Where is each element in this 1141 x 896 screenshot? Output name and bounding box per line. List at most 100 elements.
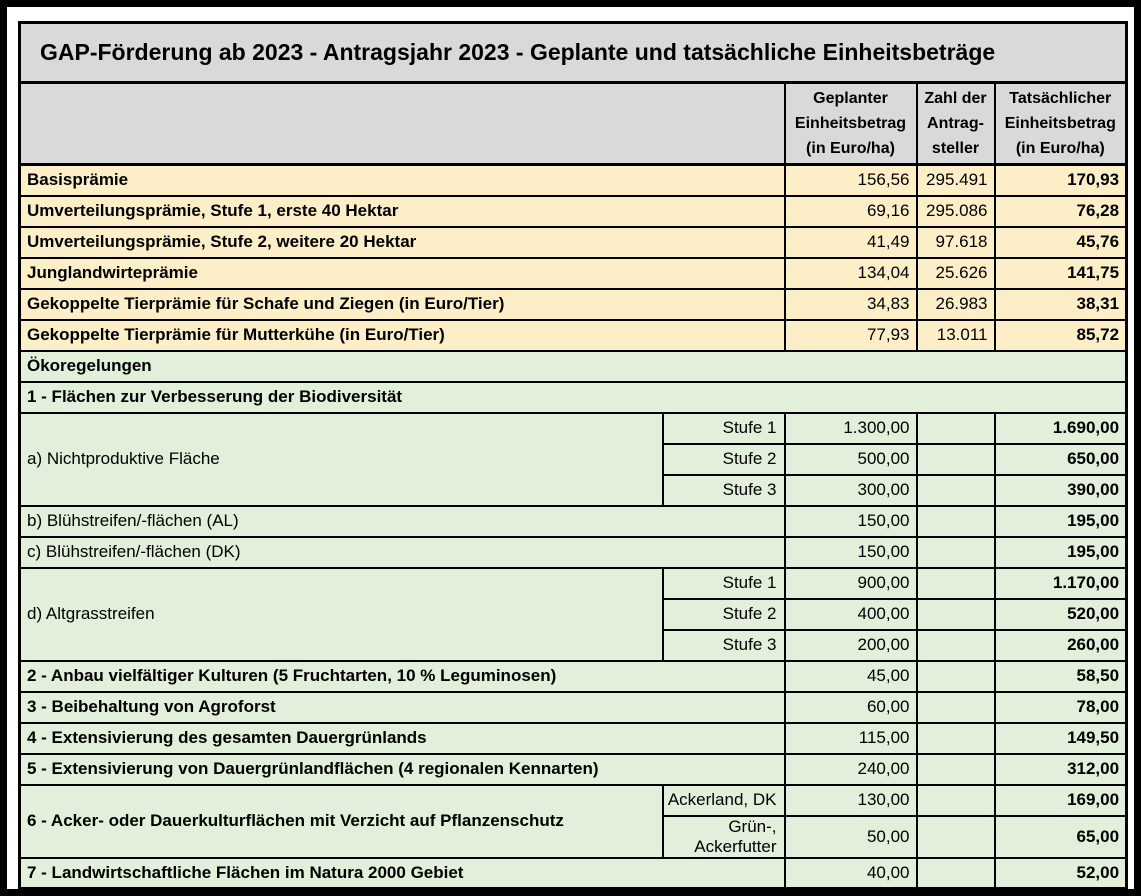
actual-value: 38,31 xyxy=(993,287,1128,321)
applicants-value: 295.086 xyxy=(915,194,996,228)
applicants-value-empty xyxy=(915,504,996,538)
table-row-nichtproduktiv-stufe1: a) Nichtproduktive Fläche Stufe 1 1.300,… xyxy=(18,411,1128,507)
table-row-item6-gruenfutter: Grün-, Ackerfutter 50,00 65,00 xyxy=(20,815,1128,859)
actual-value: 52,00 xyxy=(993,856,1128,890)
tier-sublabel: Stufe 1 xyxy=(662,566,786,600)
table-row-basispraemie: Basisprämie 156,56 295.491 170,93 xyxy=(18,163,1128,197)
table-row-nichtproduktiv-stufe2: Stufe 2 500,00 650,00 xyxy=(20,443,1128,476)
actual-value: 390,00 xyxy=(993,474,1128,507)
tier-sublabel: Stufe 3 xyxy=(662,629,786,662)
actual-value: 45,76 xyxy=(993,225,1128,259)
applicants-value-empty xyxy=(915,752,996,786)
planned-value: 40,00 xyxy=(783,856,918,890)
applicants-value-empty xyxy=(915,535,996,569)
planned-value: 150,00 xyxy=(783,535,918,569)
actual-value: 65,00 xyxy=(993,815,1128,859)
planned-value: 400,00 xyxy=(783,598,918,631)
planned-value: 60,00 xyxy=(783,690,918,724)
col-header-empty xyxy=(18,81,786,166)
planned-value: 240,00 xyxy=(783,752,918,786)
actual-value: 650,00 xyxy=(993,443,1128,476)
actual-value: 170,93 xyxy=(993,163,1128,197)
actual-value: 169,00 xyxy=(993,783,1128,817)
planned-value: 45,00 xyxy=(783,659,918,693)
table-row-junglandwirte: Junglandwirteprämie 134,04 25.626 141,75 xyxy=(18,256,1128,290)
col-header-actual: Tatsächlicher Einheitsbetrag (in Euro/ha… xyxy=(993,81,1128,166)
table-row-item5: 5 - Extensivierung von Dauergrünlandfläc… xyxy=(18,752,1128,786)
actual-value: 141,75 xyxy=(993,256,1128,290)
table-row-item3: 3 - Beibehaltung von Agroforst 60,00 78,… xyxy=(18,690,1128,724)
page-background: GAP-Förderung ab 2023 - Antragsjahr 2023… xyxy=(7,7,1134,890)
tier-sublabel: Stufe 2 xyxy=(662,598,786,631)
row-label: 2 - Anbau vielfältiger Kulturen (5 Fruch… xyxy=(18,659,786,693)
tier-sublabel: Stufe 2 xyxy=(662,443,786,476)
row-label: 4 - Extensivierung des gesamten Dauergrü… xyxy=(18,721,786,755)
table-row-bluehstreifen-dk: c) Blühstreifen/-flächen (DK) 150,00 195… xyxy=(18,535,1128,569)
row-label: c) Blühstreifen/-flächen (DK) xyxy=(18,535,786,569)
planned-value: 150,00 xyxy=(783,504,918,538)
row-label: Gekoppelte Tierprämie für Schafe und Zie… xyxy=(18,287,786,321)
row-label: 6 - Acker- oder Dauerkulturflächen mit V… xyxy=(18,783,664,859)
applicants-value-empty xyxy=(915,629,996,662)
planned-value: 50,00 xyxy=(783,815,918,859)
actual-value: 520,00 xyxy=(993,598,1128,631)
planned-value: 1.300,00 xyxy=(783,411,918,445)
variant-sublabel: Grün-, Ackerfutter xyxy=(662,815,786,859)
applicants-value-empty xyxy=(915,783,996,817)
col-header-applicants: Zahl der Antrag- steller xyxy=(915,81,996,166)
applicants-value: 25.626 xyxy=(915,256,996,290)
section-header-item1: 1 - Flächen zur Verbesserung der Biodive… xyxy=(18,380,1128,414)
section-title: Ökoregelungen xyxy=(18,349,1128,383)
planned-value: 77,93 xyxy=(783,318,918,352)
applicants-value-empty xyxy=(915,566,996,600)
table-row-item2: 2 - Anbau vielfältiger Kulturen (5 Fruch… xyxy=(18,659,1128,693)
applicants-value-empty xyxy=(915,474,996,507)
table-row-umverteilung-1: Umverteilungsprämie, Stufe 1, erste 40 H… xyxy=(18,194,1128,228)
row-label: 7 - Landwirtschaftliche Flächen im Natur… xyxy=(18,856,786,890)
actual-value: 85,72 xyxy=(993,318,1128,352)
applicants-value: 13.011 xyxy=(915,318,996,352)
table-row-tierpraemie-mutterkuehe: Gekoppelte Tierprämie für Mutterkühe (in… xyxy=(18,318,1128,352)
section-header-oekoregelungen: Ökoregelungen xyxy=(18,349,1128,383)
table-row-tierpraemie-schafe: Gekoppelte Tierprämie für Schafe und Zie… xyxy=(18,287,1128,321)
table-row-altgras-stufe1: d) Altgrasstreifen Stufe 1 900,00 1.170,… xyxy=(18,566,1128,662)
applicants-value-empty xyxy=(915,690,996,724)
table-row-nichtproduktiv-stufe3: Stufe 3 300,00 390,00 xyxy=(20,474,1128,507)
actual-value: 58,50 xyxy=(993,659,1128,693)
actual-value: 195,00 xyxy=(993,535,1128,569)
table-row-bluehstreifen-al: b) Blühstreifen/-flächen (AL) 150,00 195… xyxy=(18,504,1128,538)
row-label: 5 - Extensivierung von Dauergrünlandfläc… xyxy=(18,752,786,786)
row-label: b) Blühstreifen/-flächen (AL) xyxy=(18,504,786,538)
applicants-value-empty xyxy=(915,856,996,890)
actual-value: 78,00 xyxy=(993,690,1128,724)
section-title: 1 - Flächen zur Verbesserung der Biodive… xyxy=(18,380,1128,414)
row-label: Basisprämie xyxy=(18,163,786,197)
applicants-value-empty xyxy=(915,598,996,631)
planned-value: 200,00 xyxy=(783,629,918,662)
applicants-value-empty xyxy=(915,721,996,755)
actual-value: 149,50 xyxy=(993,721,1128,755)
tier-sublabel: Stufe 3 xyxy=(662,474,786,507)
row-label: Junglandwirteprämie xyxy=(18,256,786,290)
table-row-altgras-stufe2: Stufe 2 400,00 520,00 xyxy=(20,598,1128,631)
applicants-value-empty xyxy=(915,815,996,859)
row-label: Umverteilungsprämie, Stufe 1, erste 40 H… xyxy=(18,194,786,228)
row-label: d) Altgrasstreifen xyxy=(18,566,664,662)
actual-value: 76,28 xyxy=(993,194,1128,228)
actual-value: 260,00 xyxy=(993,629,1128,662)
actual-value: 195,00 xyxy=(993,504,1128,538)
row-label: Umverteilungsprämie, Stufe 2, weitere 20… xyxy=(18,225,786,259)
planned-value: 134,04 xyxy=(783,256,918,290)
planned-value: 34,83 xyxy=(783,287,918,321)
applicants-value-empty xyxy=(915,443,996,476)
planned-value: 300,00 xyxy=(783,474,918,507)
planned-value: 115,00 xyxy=(783,721,918,755)
table-row-item6-ackerland: 6 - Acker- oder Dauerkulturflächen mit V… xyxy=(18,783,1128,859)
col-header-planned: Geplanter Einheitsbetrag (in Euro/ha) xyxy=(783,81,918,166)
row-label: a) Nichtproduktive Fläche xyxy=(18,411,664,507)
planned-value: 69,16 xyxy=(783,194,918,228)
planned-value: 900,00 xyxy=(783,566,918,600)
page-title: GAP-Förderung ab 2023 - Antragsjahr 2023… xyxy=(18,21,1128,84)
applicants-value: 26.983 xyxy=(915,287,996,321)
